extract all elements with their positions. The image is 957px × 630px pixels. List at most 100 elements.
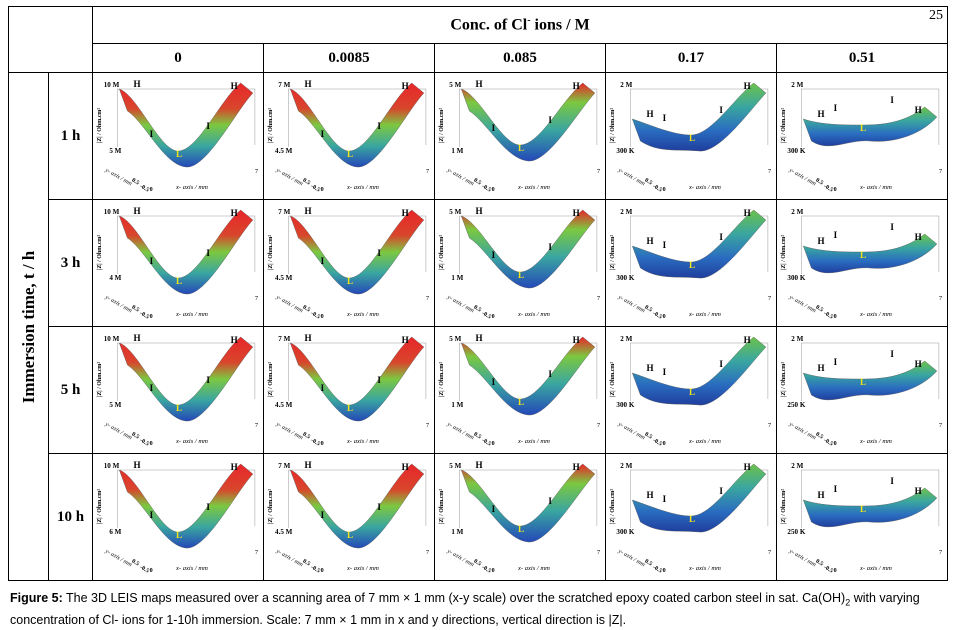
- y-axis-label: y- axis / mm: [103, 421, 133, 442]
- z-axis-label: |Z| / Ohm.cm²: [439, 489, 445, 524]
- high-marker: H: [573, 208, 580, 218]
- intermediate-marker: I: [492, 377, 496, 387]
- y-tick: 0.5: [130, 559, 140, 568]
- plot-frame: [459, 88, 598, 147]
- high-marker: H: [915, 486, 922, 496]
- impedance-surface: [802, 106, 938, 147]
- y-axis-label: y- axis / mm: [445, 294, 475, 315]
- y-tick: 0: [663, 314, 666, 320]
- immersion-time-axis: Immersion time, t / h: [8, 72, 49, 581]
- leis-surface-svg: 7 M 4.5 M|Z| / Ohm.cm² H H I I Ly- axis / mm0.…: [268, 333, 430, 447]
- x-axis-label: x- axis / mm: [346, 438, 379, 445]
- intermediate-marker: I: [492, 123, 496, 133]
- x-axis-end: 7: [768, 422, 772, 429]
- impedance-surface: [118, 82, 254, 168]
- low-marker: L: [689, 387, 695, 397]
- impedance-surface: [802, 360, 938, 401]
- intermediate-marker: I: [890, 222, 894, 232]
- time-row-3: 10 h: [48, 453, 93, 581]
- intermediate-marker: I: [492, 504, 496, 514]
- chloride-charge: -: [527, 15, 531, 27]
- concentration-header-title: Conc. of Cl: [450, 16, 528, 34]
- high-marker: H: [744, 81, 751, 91]
- low-marker: L: [860, 377, 866, 387]
- z-axis-label: |Z| / Ohm.cm²: [610, 235, 616, 270]
- y-tick: -0.5: [310, 311, 321, 321]
- low-marker: L: [347, 149, 353, 159]
- high-marker: H: [402, 462, 409, 472]
- y-tick: 0.5: [301, 559, 311, 568]
- z-scale-top: 7 M: [278, 81, 290, 89]
- high-marker: H: [475, 79, 482, 89]
- z-axis-label: |Z| / Ohm.cm²: [439, 108, 445, 143]
- z-scale-top: 2 M: [620, 335, 632, 343]
- y-axis-label: y- axis / mm: [103, 167, 133, 188]
- intermediate-marker: I: [548, 242, 552, 252]
- z-axis-label: |Z| / Ohm.cm²: [97, 235, 103, 270]
- x-axis-end: 7: [426, 422, 430, 429]
- z-axis-label: |Z| / Ohm.cm²: [610, 362, 616, 397]
- plot-frame: [459, 469, 598, 528]
- intermediate-marker: I: [150, 510, 154, 520]
- z-scale-top: 7 M: [278, 462, 290, 470]
- leis-surface-svg: 5 M 1 M |Z| / Ohm.cm² H H I I Ly- axis / mm0.5-…: [439, 460, 601, 575]
- caption-label: Figure 5:: [10, 591, 63, 605]
- leis-surface-svg: 10 M 5 M |Z| / Ohm.cm² H H I I Ly- axis / mm0.5…: [97, 333, 259, 447]
- immersion-time-label: Immersion time, t / h: [18, 250, 38, 403]
- concentration-header-suffix: ions / M: [530, 16, 590, 34]
- z-scale-bottom: 300 K: [616, 274, 634, 282]
- high-marker: H: [744, 335, 751, 345]
- conc-col-1: 0.0085: [263, 43, 435, 73]
- z-scale-top: 10 M: [104, 335, 120, 343]
- plot-frame: [288, 342, 427, 401]
- plot-frame: [459, 342, 598, 401]
- y-tick: -0.5: [481, 565, 492, 575]
- plot-frame: [117, 469, 256, 528]
- z-scale-bottom: 1 M: [451, 528, 463, 536]
- intermediate-marker: I: [492, 250, 496, 260]
- y-tick: 0: [834, 441, 837, 447]
- caption-text-b: with varying concentration of Cl- ions f…: [10, 591, 920, 627]
- z-scale-bottom: 4.5 M: [275, 147, 293, 155]
- high-marker: H: [304, 206, 311, 216]
- x-axis-label: x- axis / mm: [688, 311, 721, 318]
- y-tick: 0.5: [301, 305, 311, 314]
- intermediate-marker: I: [834, 357, 838, 367]
- x-axis-end: 7: [255, 549, 259, 556]
- z-axis-label: |Z| / Ohm.cm²: [268, 235, 274, 270]
- y-tick: -0.5: [310, 184, 321, 194]
- low-marker: L: [518, 270, 524, 280]
- z-scale-bottom: 300 K: [787, 274, 805, 282]
- z-scale-top: 10 M: [104, 81, 120, 89]
- high-marker: H: [915, 232, 922, 242]
- y-axis-label: y- axis / mm: [274, 421, 304, 442]
- impedance-surface: [631, 82, 767, 152]
- y-tick: -0.5: [652, 311, 663, 321]
- z-axis-label: |Z| / Ohm.cm²: [97, 362, 103, 397]
- y-axis-label: y- axis / mm: [445, 167, 475, 188]
- impedance-surface: [460, 336, 596, 416]
- y-tick: 0: [834, 568, 837, 574]
- x-axis-label: x- axis / mm: [688, 438, 721, 445]
- leis-figure-table: Conc. of Cl- ions / M 0 0.0085 0.085 0.1…: [8, 6, 948, 581]
- y-tick: -0.5: [310, 565, 321, 575]
- z-scale-top: 7 M: [278, 208, 290, 216]
- y-tick: -0.5: [823, 311, 834, 321]
- plot-frame: [630, 215, 769, 274]
- impedance-surface: [289, 463, 425, 549]
- z-axis-label: |Z| / Ohm.cm²: [268, 108, 274, 143]
- impedance-surface: [802, 233, 938, 274]
- intermediate-marker: I: [719, 359, 723, 369]
- intermediate-marker: I: [834, 230, 838, 240]
- y-tick: -0.5: [481, 311, 492, 321]
- y-tick: 0: [663, 441, 666, 447]
- z-axis-label: |Z| / Ohm.cm²: [781, 362, 787, 397]
